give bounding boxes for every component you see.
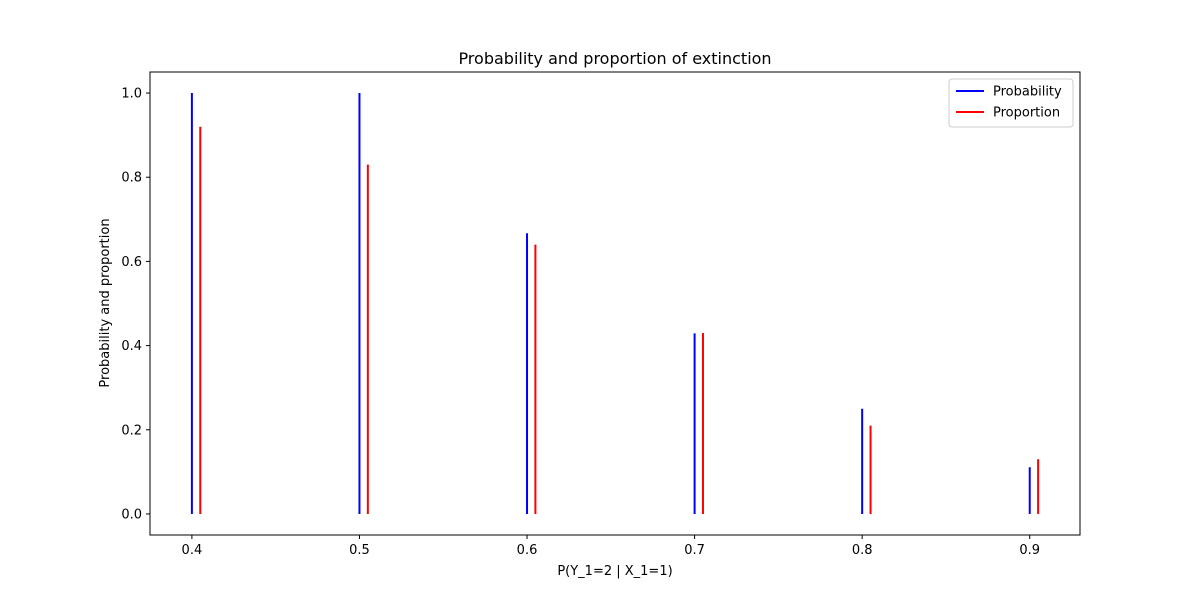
legend: Probability Proportion xyxy=(948,78,1074,128)
y-tick-label: 0.2 xyxy=(121,423,142,438)
y-tick-label: 1.0 xyxy=(121,87,142,102)
x-tick-label: 0.8 xyxy=(852,543,873,558)
y-tick-label: 0.6 xyxy=(121,255,142,270)
x-tick-label: 0.9 xyxy=(1019,543,1040,558)
x-axis-label: P(Y_1=2 | X_1=1) xyxy=(557,564,672,579)
legend-label-0: Probability xyxy=(993,85,1062,100)
y-tick-label: 0.4 xyxy=(121,339,142,354)
x-tick-label: 0.5 xyxy=(349,543,370,558)
y-axis: 0.0 0.2 0.4 0.6 0.8 1.0 xyxy=(121,87,150,522)
plot-area xyxy=(190,93,1040,514)
x-tick-label: 0.4 xyxy=(182,543,203,558)
x-axis: 0.4 0.5 0.6 0.7 0.8 0.9 xyxy=(182,535,1040,558)
y-tick-label: 0.8 xyxy=(121,171,142,186)
y-axis-label: Probability and proportion xyxy=(98,218,113,387)
legend-label-1: Proportion xyxy=(993,106,1060,121)
x-tick-label: 0.7 xyxy=(684,543,705,558)
x-tick-label: 0.6 xyxy=(517,543,538,558)
axes-frame xyxy=(149,71,1081,536)
chart-title: Probability and proportion of extinction xyxy=(458,49,771,68)
y-tick-label: 0.0 xyxy=(121,507,142,522)
